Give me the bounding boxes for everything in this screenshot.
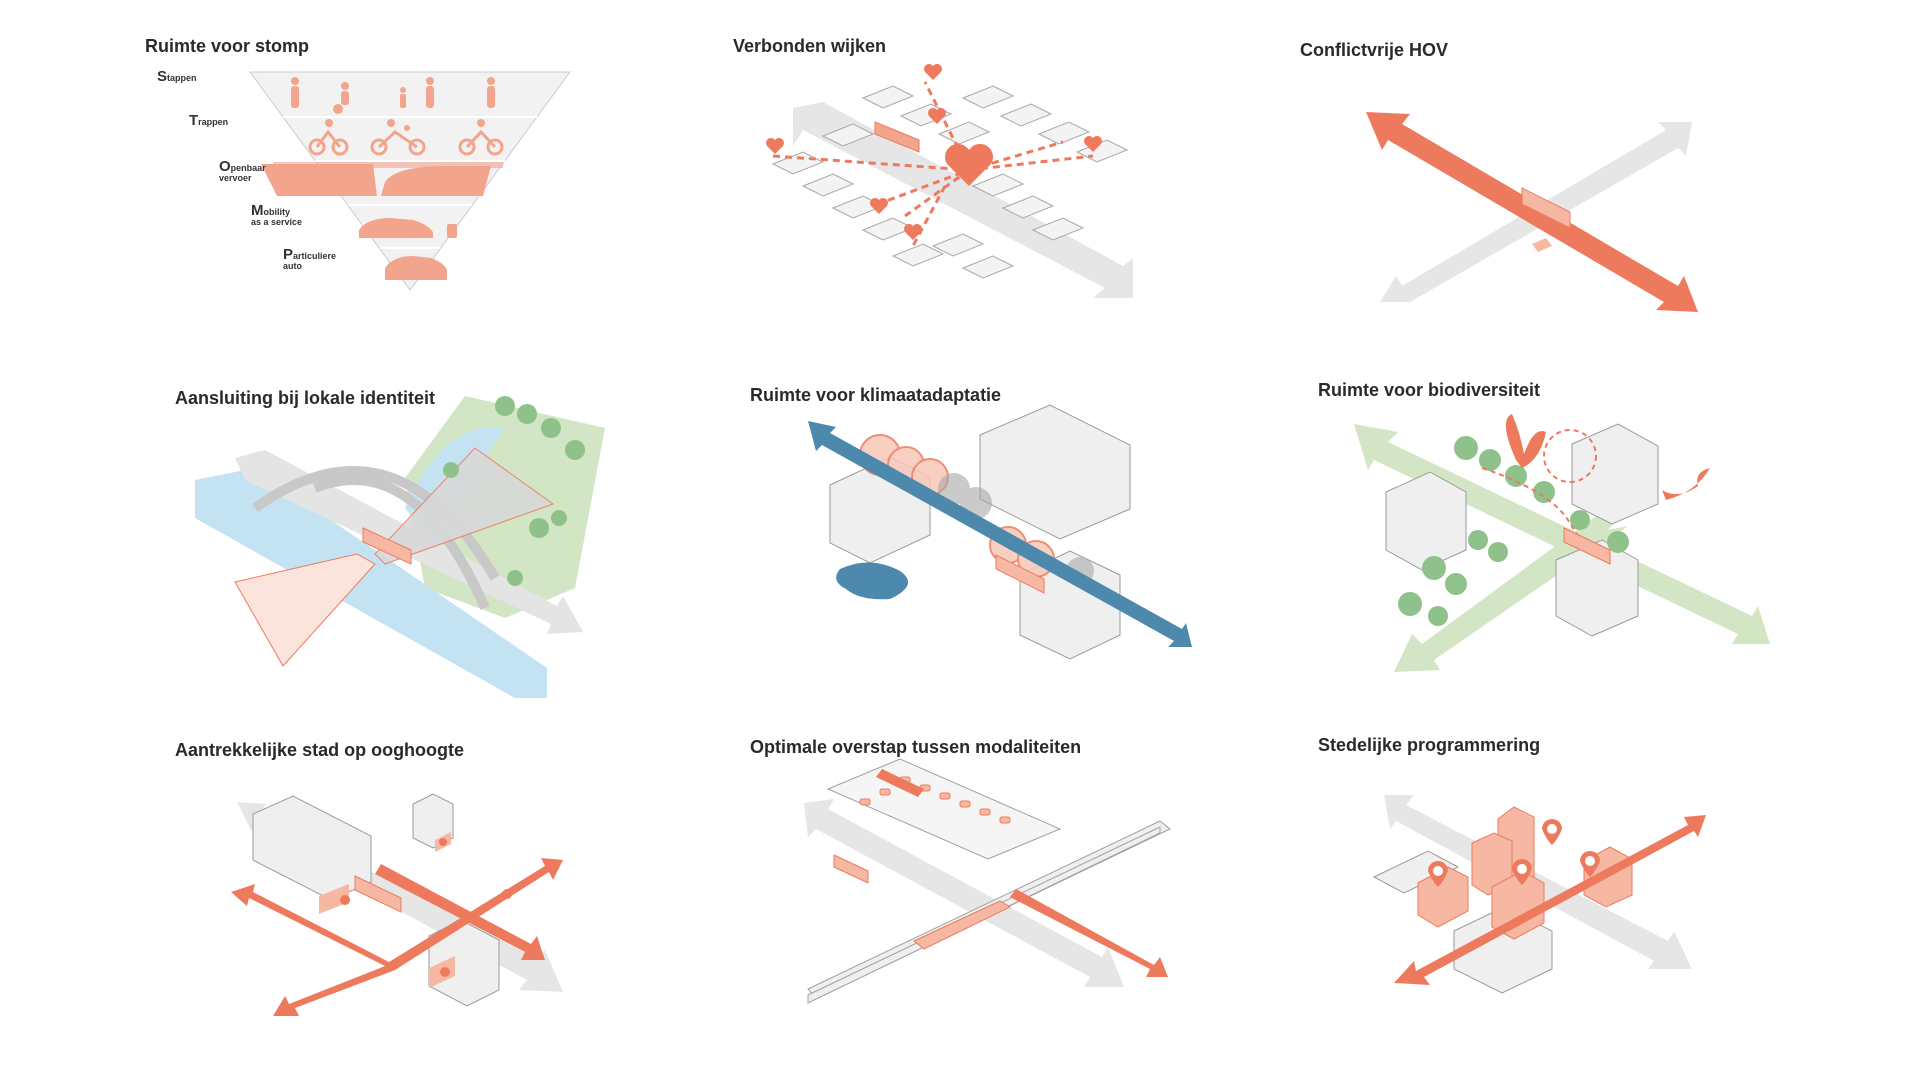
panel-conflictvrije-hov: Conflictvrije HOV <box>1300 40 1900 380</box>
accent-arrow <box>876 769 1168 977</box>
view-cones <box>234 447 555 667</box>
accent-arrow <box>1366 112 1698 312</box>
accent-arrow <box>808 421 1192 647</box>
panel-title: Aantrekkelijke stad op ooghoogte <box>175 740 465 760</box>
tram-icon <box>1521 187 1571 229</box>
buildings <box>252 793 500 1007</box>
pyramid-label-openbaar-vervoer: Openbaar vervoer <box>219 158 266 183</box>
tram-icon <box>1563 527 1611 565</box>
car-icon <box>359 218 457 238</box>
local-identity-illustration <box>195 396 605 698</box>
panel-title: Optimale overstap tussen modaliteiten <box>750 737 1082 757</box>
eye-icon <box>340 838 512 977</box>
tram-icon <box>874 121 920 153</box>
city-blocks <box>771 85 1129 279</box>
panel-title: Ruimte voor stomp <box>145 36 310 56</box>
tram-icon <box>362 527 412 565</box>
panel-title: Ruimte voor biodiversiteit <box>1318 380 1541 400</box>
tram-icon <box>833 854 1012 950</box>
bicycle-icon <box>859 776 1011 824</box>
grey-arrow <box>793 102 1133 298</box>
conflict-free-hov-illustration <box>1366 112 1698 312</box>
panel-title: Verbonden wijken <box>733 36 887 56</box>
mobility-pyramid <box>249 71 571 291</box>
water <box>836 562 908 600</box>
bird-icon <box>1662 468 1710 500</box>
accent-arrow <box>1394 815 1706 985</box>
panel-verbonden-wijken: Verbonden wijken <box>733 36 1333 376</box>
pin-centers <box>1433 824 1595 876</box>
pyramid-label-stappen: Stappen <box>157 68 197 85</box>
biodiversity-illustration <box>1354 414 1770 672</box>
panel-title: Conflictvrije HOV <box>1300 40 1449 60</box>
panel-stedelijke-programmering: Stedelijke programmering <box>1318 735 1918 1075</box>
pyramid-label-trappen: Trappen <box>189 112 229 129</box>
panel-aantrekkelijke-stad-op-ooghoogte: Aantrekkelijke stad op ooghoogte <box>175 740 775 1080</box>
pyramid-label-mobility-as-a-service: Mobility as a service <box>251 202 303 227</box>
car-icon <box>385 256 447 280</box>
pedestrian-icon <box>291 77 495 114</box>
accent-arrow <box>231 858 563 1016</box>
panel-optimale-overstap-tussen-modaliteiten: Optimale overstap tussen modaliteiten <box>750 737 1350 1077</box>
bridge-arches <box>252 465 500 611</box>
panel-aansluiting-bij-lokale-identiteit: Aansluiting bij lokale identiteit <box>175 388 775 728</box>
heart-icon <box>766 64 1102 240</box>
pyramid-label-particuliere-auto: Particuliere auto <box>283 246 337 271</box>
climate-adaptation-illustration <box>808 404 1192 660</box>
panel-ruimte-voor-biodiversiteit: Ruimte voor biodiversiteit <box>1318 380 1918 720</box>
grey-arrow <box>804 799 1124 987</box>
car-icon <box>1532 238 1552 252</box>
eye-level-city-illustration <box>231 793 563 1016</box>
panel-title: Aansluiting bij lokale identiteit <box>175 388 436 408</box>
butterfly-icon <box>1505 414 1546 468</box>
connected-neighbourhoods-illustration <box>766 64 1133 298</box>
cyclist-figures <box>325 119 485 131</box>
panel-title: Ruimte voor klimaatadaptatie <box>750 385 1002 405</box>
parking-deck <box>826 758 1062 860</box>
panel-title: Stedelijke programmering <box>1318 735 1541 755</box>
tram-icon <box>354 875 402 913</box>
tram-icon <box>261 162 503 196</box>
building-blocks-programmed <box>1417 806 1633 940</box>
transfer-hub-illustration <box>804 758 1171 1004</box>
bicycle-icon <box>308 129 504 156</box>
tree-icon <box>1398 436 1629 626</box>
habitat-circle <box>1543 429 1597 483</box>
tree-icon <box>443 396 585 586</box>
panel-ruimte-voor-klimaatadaptatie: Ruimte voor klimaatadaptatie <box>750 385 1350 725</box>
buildings <box>1385 423 1659 637</box>
urban-programming-illustration <box>1372 795 1706 994</box>
panel-ruimte-voor-stomp: Ruimte voor stomp <box>145 36 745 376</box>
location-pin-icon <box>1428 819 1600 887</box>
tram-icon <box>995 554 1045 594</box>
